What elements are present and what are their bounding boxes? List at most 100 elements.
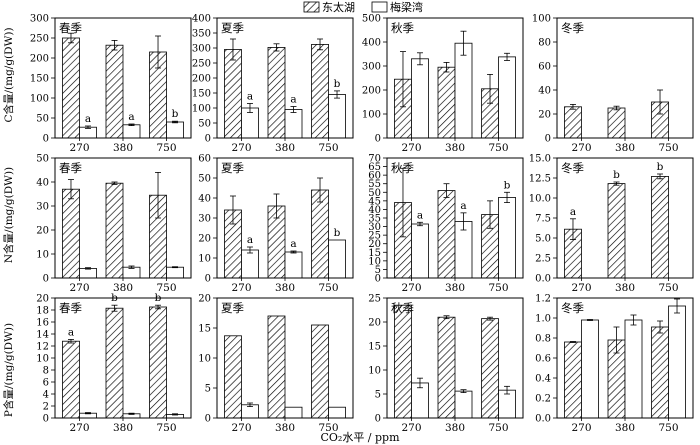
significance-letter: a — [85, 113, 91, 125]
bar-meiliang-bay-270 — [581, 319, 599, 419]
y-tick-label: 150 — [192, 89, 211, 100]
panel-2: 0 100 200 300 400 500 270 380 750 秋季 — [362, 14, 524, 154]
significance-letter: a — [68, 326, 74, 338]
y-tick-label: 2 — [43, 402, 49, 413]
y-tick-label: 20 — [36, 226, 49, 237]
y-tick-label: 5 — [205, 384, 211, 395]
y-tick-label: 10 — [198, 254, 211, 265]
significance-letter: a — [290, 94, 296, 106]
y-tick-label: 400 — [192, 14, 211, 25]
panel-5: 0 10 20 30 40 50 60 270 380 750 a a b 夏季 — [198, 154, 354, 294]
y-tick-label: 14 — [36, 330, 49, 341]
y-tick-label: 0.0 — [535, 274, 551, 285]
x-tick-label: 750 — [156, 422, 176, 434]
panel-3: 0 20 40 60 80 100 270 380 750 冬季 — [532, 14, 694, 154]
legend-label-1: 梅梁湾 — [390, 0, 423, 14]
bar-meiliang-bay-750 — [328, 239, 346, 279]
panel-title: 秋季 — [391, 161, 414, 175]
y-tick-label: 200 — [192, 74, 211, 85]
x-tick-label: 380 — [275, 422, 295, 434]
bar-meiliang-bay-750 — [166, 266, 184, 279]
y-tick-label: 350 — [192, 29, 211, 40]
row-ylabel-c: C含量/(mg/g(DW)) — [2, 27, 15, 122]
x-tick-label: 270 — [571, 282, 591, 294]
x-tick-label: 380 — [445, 422, 465, 434]
bar-east-taihu-380 — [607, 107, 626, 139]
panel-frame — [54, 297, 192, 419]
bar-east-taihu-380 — [105, 182, 124, 279]
panel-frame — [556, 17, 694, 139]
bar-east-taihu-380 — [105, 307, 124, 419]
panel-frame — [216, 17, 354, 139]
bar-east-taihu-380 — [267, 315, 286, 419]
panel-title: 冬季 — [561, 21, 584, 35]
y-tick-label: 65 — [368, 162, 381, 173]
row-ylabels: C含量/(mg/g(DW)) N含量/(mg/g(DW)) P含量/(mg/g(… — [2, 27, 15, 417]
panel-frame — [386, 157, 524, 279]
y-tick-label: 10 — [368, 256, 381, 267]
bar-east-taihu-270 — [564, 341, 582, 419]
bar-meiliang-bay-380 — [122, 266, 141, 279]
x-tick-label: 750 — [658, 282, 678, 294]
y-tick-label: 12.5 — [529, 174, 551, 185]
panel-frame — [556, 157, 694, 279]
bar-meiliang-bay-380 — [454, 390, 473, 419]
significance-letter: a — [247, 91, 253, 103]
bar-meiliang-bay-380 — [284, 251, 303, 279]
y-tick-label: 5.0 — [535, 234, 551, 245]
panel-title: 夏季 — [221, 301, 244, 315]
x-tick-label: 270 — [69, 142, 89, 154]
bar-east-taihu-750 — [149, 306, 167, 419]
x-tick-label: 270 — [231, 282, 251, 294]
x-tick-label: 750 — [658, 142, 678, 154]
x-tick-label: 270 — [401, 282, 421, 294]
x-axis-label: CO₂水平 / ppm — [320, 431, 400, 444]
legend-swatch-white — [371, 1, 388, 13]
x-tick-label: 380 — [445, 282, 465, 294]
panel-11: 0.0 0.2 0.4 0.6 0.8 1.0 1.2 270 380 750 冬季 — [535, 294, 694, 434]
bar-east-taihu-750 — [651, 175, 669, 279]
y-tick-label: 0.0 — [535, 414, 551, 425]
panel-frame — [54, 157, 192, 279]
bar-meiliang-bay-380 — [122, 124, 141, 139]
bar-meiliang-bay-750 — [328, 94, 346, 139]
y-tick-label: 18 — [36, 306, 49, 317]
bar-east-taihu-270 — [62, 340, 80, 419]
y-tick-label: 20 — [368, 239, 381, 250]
y-tick-label: 60 — [198, 154, 211, 165]
bar-east-taihu-750 — [311, 44, 329, 139]
panel-title: 春季 — [59, 161, 82, 175]
y-tick-label: 40 — [538, 86, 551, 97]
y-tick-label: 50 — [36, 154, 49, 165]
y-tick-label: 5 — [375, 265, 381, 276]
y-tick-label: 0 — [205, 274, 211, 285]
bar-meiliang-bay-380 — [624, 319, 643, 419]
y-tick-label: 15 — [368, 248, 381, 259]
significance-letter: b — [334, 227, 341, 239]
y-tick-label: 8 — [43, 366, 49, 377]
y-tick-label: 40 — [198, 194, 211, 205]
bar-meiliang-bay-270 — [79, 267, 97, 279]
panel-title: 秋季 — [391, 301, 414, 315]
significance-letter: a — [128, 111, 134, 123]
y-tick-label: 20 — [538, 110, 551, 121]
y-tick-label: 0 — [43, 414, 49, 425]
row-ylabel-p: P含量/(mg/g(DW)) — [2, 323, 15, 417]
y-tick-label: 500 — [362, 14, 381, 25]
panel-title: 春季 — [59, 21, 82, 35]
significance-letter: b — [172, 108, 179, 120]
y-tick-label: 10 — [368, 366, 381, 377]
x-tick-label: 380 — [275, 282, 295, 294]
panel-title: 夏季 — [221, 21, 244, 35]
bar-meiliang-bay-750 — [166, 121, 184, 139]
y-tick-label: 15 — [198, 324, 211, 335]
bar-east-taihu-380 — [437, 316, 456, 419]
y-tick-label: 250 — [192, 59, 211, 70]
y-tick-label: 10 — [36, 354, 49, 365]
bar-east-taihu-270 — [62, 37, 80, 139]
y-tick-label: 0 — [375, 134, 381, 145]
y-tick-label: 1.2 — [535, 294, 551, 305]
bar-east-taihu-270 — [62, 188, 80, 279]
